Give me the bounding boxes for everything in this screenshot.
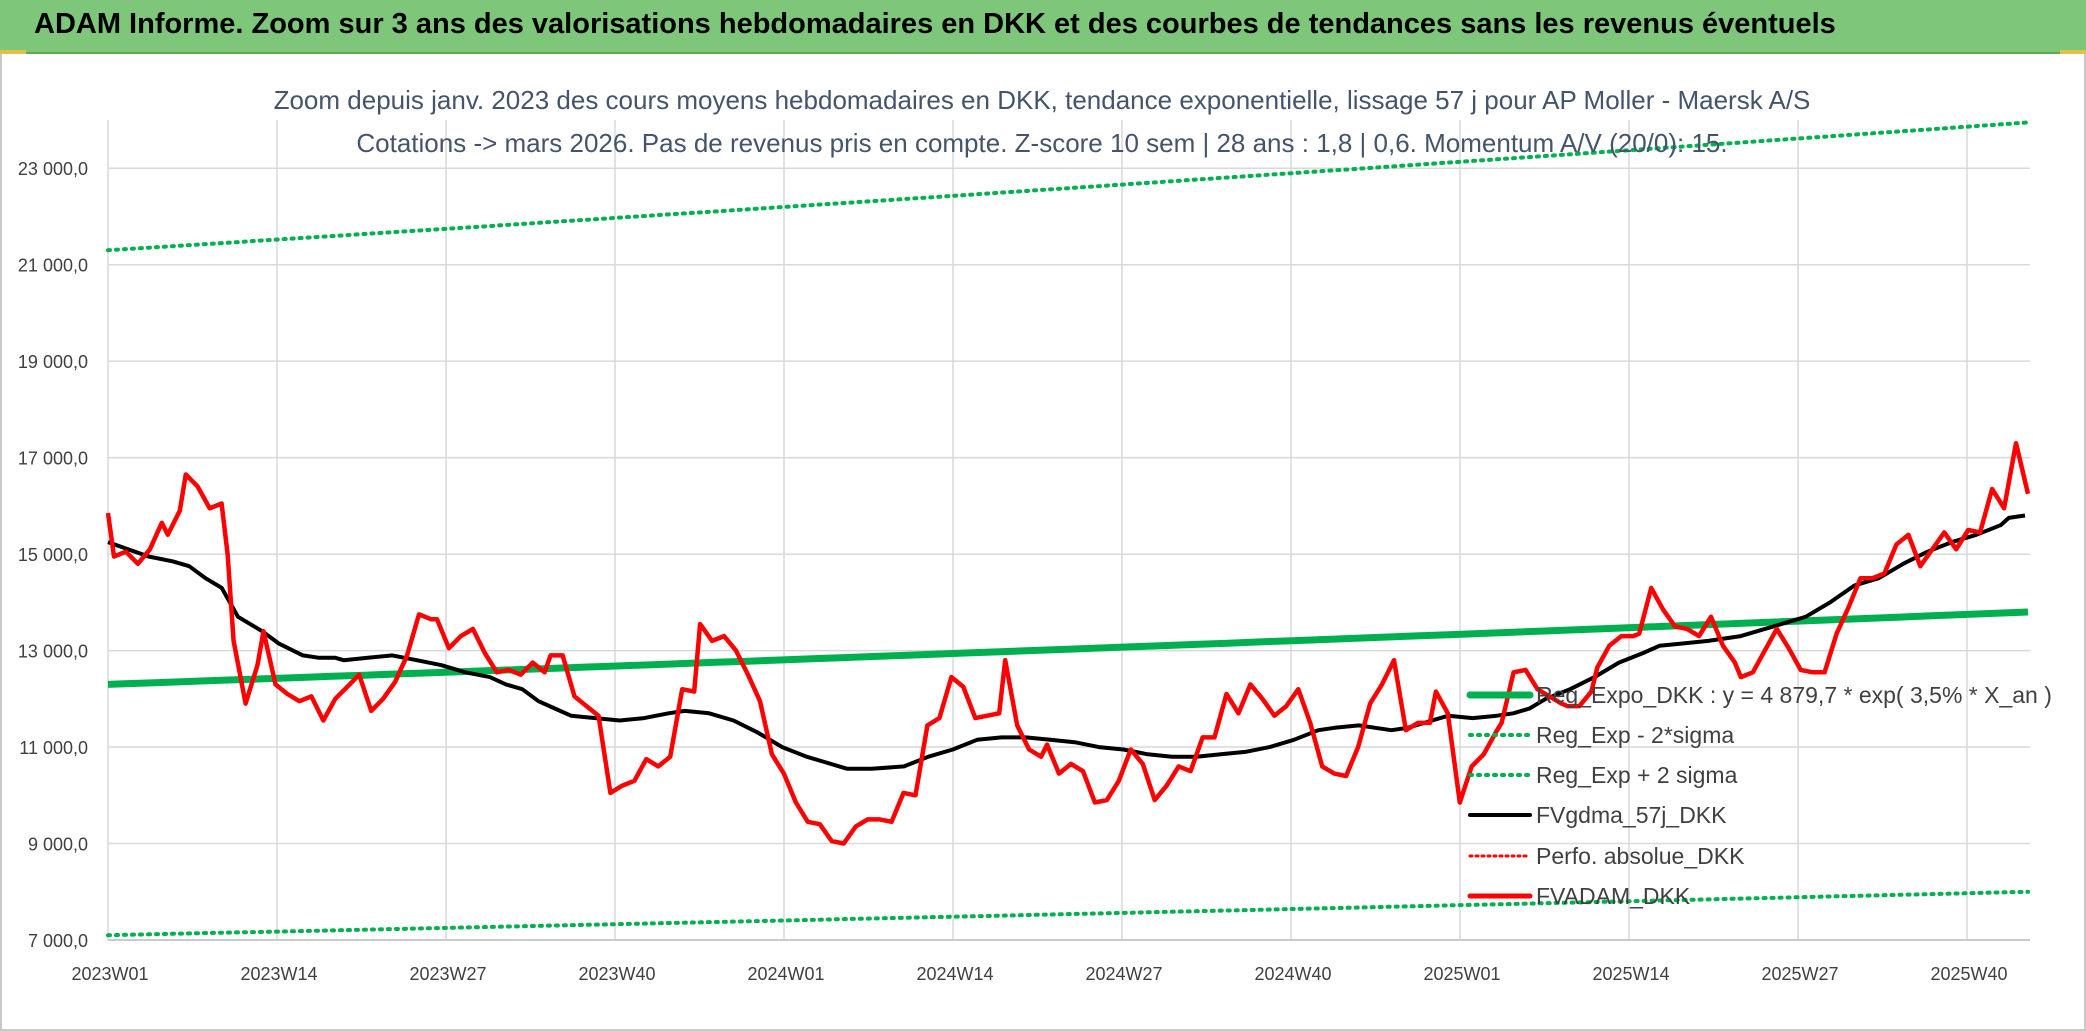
- x-tick-label: 2023W40: [578, 964, 655, 984]
- x-tick-label: 2024W14: [916, 964, 993, 984]
- x-tick-label: 2024W40: [1254, 964, 1331, 984]
- y-tick-label: 17 000,0: [18, 449, 88, 469]
- series-fvadam: [105, 440, 2031, 846]
- x-axis-ticks: 2023W01 2023W14 2023W27 2023W40 2024W01 2024W…: [71, 964, 2007, 984]
- x-tick-label: 2025W40: [1930, 964, 2007, 984]
- y-axis-ticks: 7 000,0 9 000,0 11 000,0 13 000,0 15 000,0 17…: [18, 159, 88, 951]
- series-reg-plus-2sigma: [106, 120, 2030, 253]
- x-tick-label: 2023W01: [71, 964, 148, 984]
- gridlines: [107, 120, 2030, 941]
- banner-accent-right: [2060, 50, 2086, 54]
- y-tick-label: 11 000,0: [19, 738, 88, 758]
- header-banner: ADAM Informe. Zoom sur 3 ans des valoris…: [0, 0, 2086, 54]
- chart-title: Zoom depuis janv. 2023 des cours moyens …: [274, 85, 1811, 115]
- y-tick-label: 7 000,0: [28, 931, 88, 951]
- x-tick-label: 2025W01: [1423, 964, 1500, 984]
- series-layer: [105, 120, 2031, 938]
- x-tick-label: 2023W14: [240, 964, 317, 984]
- legend-label: Perfo. absolue_DKK: [1536, 843, 1745, 869]
- y-tick-label: 9 000,0: [28, 835, 88, 855]
- banner-accent-left: [0, 50, 26, 54]
- series-reg-minus-2sigma: [106, 889, 2030, 938]
- x-tick-label: 2025W14: [1592, 964, 1669, 984]
- chart-subtitle: Cotations -> mars 2026. Pas de revenus p…: [356, 128, 1727, 158]
- y-tick-label: 15 000,0: [18, 545, 88, 565]
- legend-label: Reg_Expo_DKK : y = 4 879,7 * exp( 3,5% *…: [1536, 682, 2052, 708]
- legend-label: FVADAM_DKK: [1536, 883, 1691, 909]
- series-fvgdma: [107, 513, 2026, 771]
- y-tick-label: 19 000,0: [18, 352, 88, 372]
- legend-label: Reg_Exp + 2 sigma: [1536, 762, 1738, 788]
- page-title: ADAM Informe. Zoom sur 3 ans des valoris…: [34, 8, 1836, 40]
- y-tick-label: 23 000,0: [18, 159, 88, 179]
- x-tick-label: 2024W01: [747, 964, 824, 984]
- y-tick-label: 13 000,0: [18, 642, 88, 662]
- x-tick-label: 2023W27: [409, 964, 486, 984]
- x-tick-label: 2024W27: [1085, 964, 1162, 984]
- y-tick-label: 21 000,0: [18, 256, 88, 276]
- legend-label: FVgdma_57j_DKK: [1536, 802, 1727, 828]
- legend-label: Reg_Exp - 2*sigma: [1536, 722, 1734, 748]
- legend: Reg_Expo_DKK : y = 4 879,7 * exp( 3,5% *…: [1466, 682, 2052, 909]
- x-tick-label: 2025W27: [1761, 964, 1838, 984]
- chart-titles: Zoom depuis janv. 2023 des cours moyens …: [274, 85, 1811, 158]
